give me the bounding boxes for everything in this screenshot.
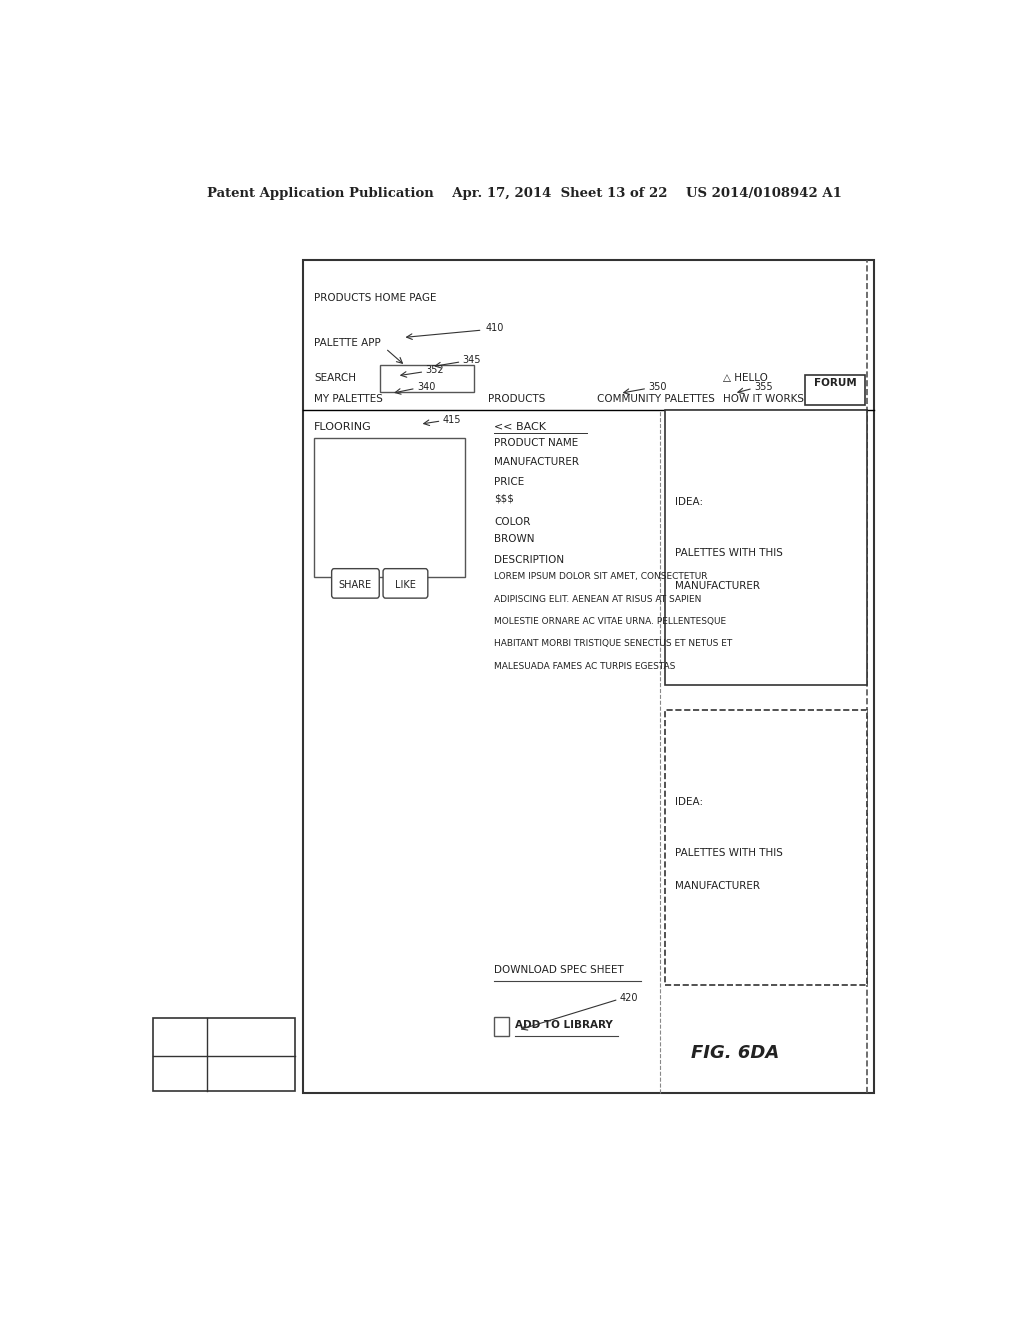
Text: DESCRIPTION: DESCRIPTION bbox=[494, 556, 564, 565]
Bar bbox=[314, 438, 466, 577]
Text: FIG. 6DA: FIG. 6DA bbox=[211, 1032, 259, 1043]
Text: 345: 345 bbox=[463, 355, 481, 366]
Text: 350: 350 bbox=[648, 381, 667, 392]
FancyBboxPatch shape bbox=[383, 569, 428, 598]
Text: PRICE: PRICE bbox=[494, 477, 524, 487]
Text: << BACK: << BACK bbox=[494, 421, 546, 432]
Text: MANUFACTURER: MANUFACTURER bbox=[675, 581, 760, 591]
Bar bbox=[666, 411, 867, 685]
Bar bbox=[303, 260, 873, 1093]
Text: 355: 355 bbox=[754, 381, 773, 392]
Text: FIG. 6DB: FIG. 6DB bbox=[211, 1069, 260, 1078]
Text: FLOORING: FLOORING bbox=[314, 421, 372, 432]
Text: PRODUCTS HOME PAGE: PRODUCTS HOME PAGE bbox=[314, 293, 436, 302]
Text: PALETTES WITH THIS: PALETTES WITH THIS bbox=[675, 548, 782, 557]
Text: ADD TO LIBRARY: ADD TO LIBRARY bbox=[515, 1020, 612, 1030]
Text: PALETTE APP: PALETTE APP bbox=[314, 338, 381, 348]
Text: COLOR: COLOR bbox=[494, 516, 530, 527]
Bar bbox=[666, 710, 867, 985]
Text: FIG. 6DA: FIG. 6DA bbox=[691, 1044, 779, 1063]
Text: PRODUCT NAME: PRODUCT NAME bbox=[494, 438, 579, 449]
Text: IDEA:: IDEA: bbox=[675, 496, 703, 507]
Text: 420: 420 bbox=[620, 993, 638, 1003]
Text: MOLESTIE ORNARE AC VITAE URNA. PELLENTESQUE: MOLESTIE ORNARE AC VITAE URNA. PELLENTES… bbox=[494, 616, 726, 626]
Bar bbox=[154, 1018, 295, 1092]
Bar bbox=[494, 1016, 509, 1036]
Text: IDEA:: IDEA: bbox=[675, 797, 703, 807]
Text: FIG. 6D: FIG. 6D bbox=[158, 1069, 199, 1078]
Text: BROWN: BROWN bbox=[494, 533, 535, 544]
Bar bbox=[806, 375, 865, 405]
Text: FORUM: FORUM bbox=[814, 379, 856, 388]
Text: 352: 352 bbox=[425, 366, 444, 375]
Text: SEARCH: SEARCH bbox=[314, 374, 356, 383]
Text: HABITANT MORBI TRISTIQUE SENECTUS ET NETUS ET: HABITANT MORBI TRISTIQUE SENECTUS ET NET… bbox=[494, 639, 732, 648]
Text: MALESUADA FAMES AC TURPIS EGESTAS: MALESUADA FAMES AC TURPIS EGESTAS bbox=[494, 661, 676, 671]
Text: COMMUNITY PALETTES: COMMUNITY PALETTES bbox=[597, 395, 715, 404]
Text: DOWNLOAD SPEC SHEET: DOWNLOAD SPEC SHEET bbox=[494, 965, 624, 975]
Text: $$$: $$$ bbox=[494, 494, 514, 504]
Text: 415: 415 bbox=[442, 414, 461, 425]
Text: LIKE: LIKE bbox=[395, 579, 416, 590]
Text: LOREM IPSUM DOLOR SIT AMET, CONSECTETUR: LOREM IPSUM DOLOR SIT AMET, CONSECTETUR bbox=[494, 573, 708, 581]
Text: MY PALETTES: MY PALETTES bbox=[314, 395, 383, 404]
Text: 410: 410 bbox=[485, 323, 504, 334]
Text: PRODUCTS: PRODUCTS bbox=[488, 395, 546, 404]
Text: PALETTES WITH THIS: PALETTES WITH THIS bbox=[675, 847, 782, 858]
Text: △ HELLO: △ HELLO bbox=[723, 374, 767, 383]
Bar bbox=[380, 366, 474, 392]
FancyBboxPatch shape bbox=[332, 569, 379, 598]
Text: FIG. 6D: FIG. 6D bbox=[158, 1032, 199, 1043]
Text: 340: 340 bbox=[417, 381, 435, 392]
Text: Patent Application Publication    Apr. 17, 2014  Sheet 13 of 22    US 2014/01089: Patent Application Publication Apr. 17, … bbox=[208, 187, 842, 201]
Text: HOW IT WORKS: HOW IT WORKS bbox=[723, 395, 804, 404]
Text: MANUFACTURER: MANUFACTURER bbox=[675, 882, 760, 891]
Text: SHARE: SHARE bbox=[339, 579, 372, 590]
Text: ADIPISCING ELIT. AENEAN AT RISUS AT SAPIEN: ADIPISCING ELIT. AENEAN AT RISUS AT SAPI… bbox=[494, 594, 701, 603]
Text: MANUFACTURER: MANUFACTURER bbox=[494, 457, 579, 467]
